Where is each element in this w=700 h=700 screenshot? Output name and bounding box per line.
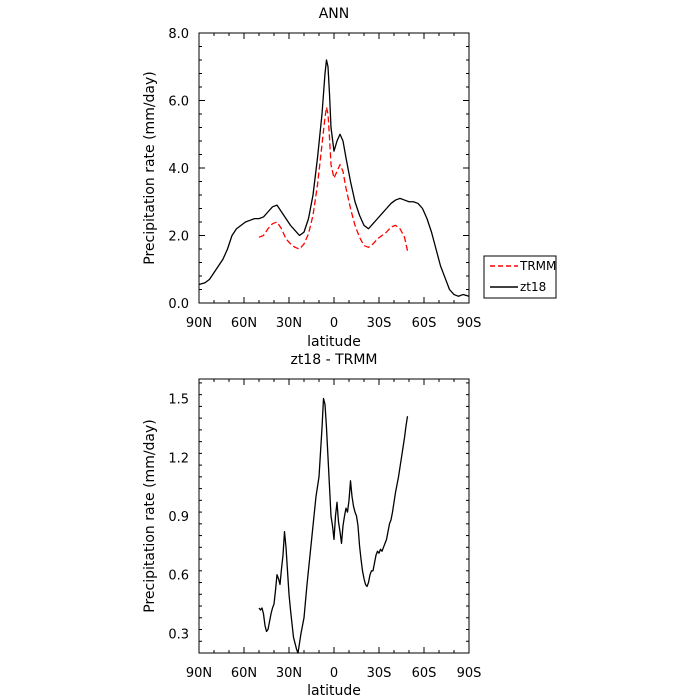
top-y-tick-label: 0.0 [168,297,189,312]
top-x-tick-label: 60N [231,316,257,331]
top-y-axis-label: Precipitation rate (mm/day) [142,71,158,265]
bottom-x-axis-label: latitude [307,683,361,699]
top-y-tick-label: 8.0 [168,27,189,42]
bottom-y-axis: 0.3 0.6 0.9 1.2 1.5 [168,382,469,654]
top-chart-panel: ANN 90N 60N 30N 0 30S 60S 90S 0.02.04.06.08.0 … [142,6,557,350]
legend-label-zt18: zt18 [520,280,546,294]
top-x-axis: 90N 60N 30N 0 30S 60S 90S [186,33,482,331]
top-x-tick-label: 30S [367,316,392,331]
legend: TRMM zt18 [483,255,557,299]
top-x-tick-label: 60S [412,316,437,331]
bottom-y-axis-label: Precipitation rate (mm/day) [142,419,158,613]
top-series-line-zt18 [198,59,470,297]
top-chart-title: ANN [319,6,350,22]
top-series-group [198,59,470,297]
top-x-tick-label: 30N [276,316,302,331]
bottom-y-tick-label: 1.5 [168,393,189,408]
bottom-plot-frame [198,378,470,654]
top-x-tick-label: 0 [330,316,338,331]
legend-box [483,255,557,299]
bottom-chart-panel: zt18 - TRMM 90N 60N 30N 0 30S 60S 90S 0.30.60.… [142,352,481,699]
bottom-y-tick-label: 0.3 [168,627,189,642]
bottom-x-tick-label: 90N [186,666,212,681]
top-y-tick-label: 6.0 [168,95,189,110]
legend-label-trmm: TRMM [519,259,556,273]
bottom-y-tick-label: 1.2 [168,451,189,466]
bottom-x-tick-label: 60N [231,666,257,681]
bottom-x-tick-label: 90S [457,666,482,681]
top-x-tick-label: 90N [186,316,212,331]
top-y-tick-label: 4.0 [168,162,189,177]
bottom-chart-title: zt18 - TRMM [290,352,377,368]
top-plot-frame [198,32,470,304]
top-x-axis-label: latitude [307,334,361,350]
top-series-line-trmm [258,106,409,251]
bottom-x-tick-label: 0 [330,666,338,681]
bottom-x-axis: 90N 60N 30N 0 30S 60S 90S [186,379,482,681]
bottom-series-group [258,397,409,654]
top-y-axis: 0.0 2.0 4.0 6.0 8.0 [168,27,469,312]
bottom-y-tick-label: 0.9 [168,510,189,525]
bottom-x-tick-label: 30N [276,666,302,681]
bottom-y-tick-label: 0.6 [168,569,189,584]
top-y-tick-label: 2.0 [168,230,189,245]
bottom-series-line-difference-0 [258,397,409,654]
top-x-tick-label: 90S [457,316,482,331]
bottom-x-tick-label: 60S [412,666,437,681]
bottom-x-tick-label: 30S [367,666,392,681]
